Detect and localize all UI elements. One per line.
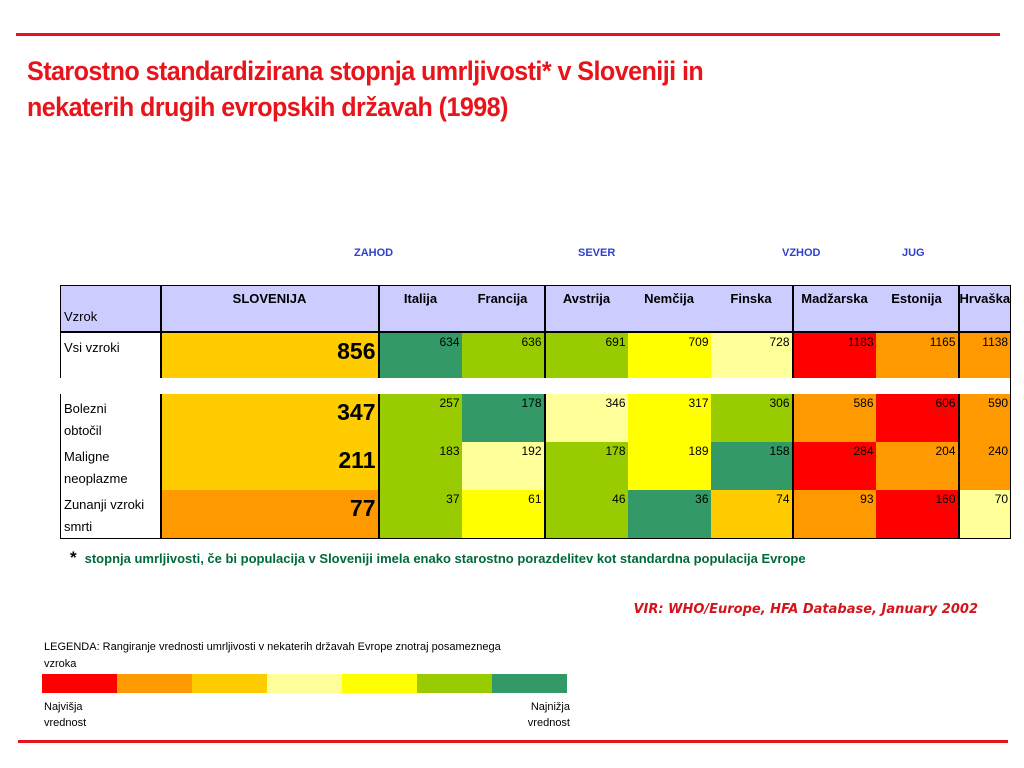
value-cell-estonija: 160 — [875, 489, 959, 539]
row-cause-line-1: Bolezni — [64, 400, 107, 416]
row-cause-line-2: neoplazme — [64, 470, 128, 486]
footnote: * stopnja umrljivosti, če bi populacija v… — [70, 548, 806, 568]
value-cell-nemčija: 709 — [627, 331, 711, 378]
value-cell-francija: 636 — [461, 331, 545, 378]
value-cell-madžarska: 1183 — [791, 331, 876, 378]
table-header-row: Vzrok SLOVENIJA Italija Francija Avstrija Nem… — [60, 285, 1012, 333]
top-divider — [16, 33, 1000, 36]
value-cell-slovenija: 77 — [159, 489, 379, 539]
row-cause: Zunanji vzroki smrti — [60, 489, 161, 539]
header-country-nemčija: Nemčija — [627, 285, 711, 333]
legend-swatch — [192, 674, 267, 693]
value-cell-estonija: 204 — [875, 441, 959, 490]
row-cause: Bolezni obtočil — [60, 393, 161, 442]
title-line-1: Starostno standardizirana stopnja umrlji… — [27, 56, 704, 86]
table-row: Zunanji vzroki smrti 77 37 61 46 36 74 93 160 70 — [60, 489, 1012, 539]
value-cell-italija: 183 — [377, 441, 462, 490]
legend-swatch — [117, 674, 192, 693]
value-cell-finska: 306 — [710, 393, 793, 442]
bottom-divider — [18, 740, 1008, 743]
value-cell-italija: 37 — [377, 489, 462, 539]
row-cause-line-2: smrti — [64, 518, 93, 534]
row-cause-line-1: Maligne — [64, 448, 110, 464]
header-country-finska: Finska — [710, 285, 793, 333]
title-line-2: nekaterih drugih evropskih državah (1998… — [27, 92, 508, 122]
value-cell-madžarska: 586 — [791, 393, 876, 442]
legend-highest-line-2: vrednost — [44, 717, 87, 729]
value-cell-hrvaška: 240 — [957, 441, 1012, 490]
header-country-italija: Italija — [377, 285, 462, 333]
page-title: Starostno standardizirana stopnja umrlji… — [27, 53, 901, 125]
header-country-estonija: Estonija — [875, 285, 959, 333]
legend-highest-line-1: Najvišja — [44, 701, 83, 713]
value-cell-madžarska: 93 — [791, 489, 876, 539]
legend-swatch — [417, 674, 492, 693]
value-cell-slovenija: 856 — [159, 331, 379, 378]
value-cell-hrvaška: 1138 — [957, 331, 1012, 378]
value-cell-estonija: 1165 — [875, 331, 959, 378]
table-row: Vsi vzroki 856 634 636 691 709 728 1183 1165 1138 — [60, 331, 1012, 378]
value-cell-hrvaška: 590 — [957, 393, 1012, 442]
value-cell-slovenija: 211 — [159, 441, 379, 490]
value-cell-nemčija: 317 — [627, 393, 711, 442]
value-cell-francija: 178 — [461, 393, 545, 442]
value-cell-italija: 634 — [377, 331, 462, 378]
value-cell-madžarska: 284 — [791, 441, 876, 490]
legend-highest-label: Najvišja vrednost — [44, 699, 86, 731]
legend-swatch — [342, 674, 417, 693]
header-country-avstrija: Avstrija — [543, 285, 628, 333]
header-country-hrvaška: Hrvaška — [957, 285, 1012, 333]
row-cause-line-2: obtočil — [64, 422, 102, 438]
region-label-west: ZAHOD — [354, 247, 394, 259]
region-label-north: SEVER — [578, 247, 616, 259]
legend-title: LEGENDA: Rangiranje vrednosti umrljivost… — [44, 641, 501, 670]
legend-lowest-line-2: vrednost — [527, 717, 570, 729]
value-cell-francija: 61 — [461, 489, 545, 539]
footnote-text: stopnja umrljivosti, če bi populacija v … — [84, 551, 806, 566]
value-cell-italija: 257 — [377, 393, 462, 442]
legend-swatch — [267, 674, 342, 693]
source-citation: VIR: WHO/Europe, HFA Database, January 2… — [633, 602, 978, 617]
value-cell-avstrija: 46 — [543, 489, 628, 539]
row-cause-line-1: Vsi vzroki — [64, 339, 120, 355]
row-cause-line-1: Zunanji vzroki — [64, 496, 145, 512]
legend-lowest-line-1: Najnižja — [530, 701, 570, 713]
header-country-slovenija: SLOVENIJA — [159, 285, 379, 333]
legend-lowest-label: Najnižja vrednost — [494, 699, 570, 731]
value-cell-finska: 74 — [710, 489, 793, 539]
value-cell-finska: 728 — [710, 331, 793, 378]
legend-color-scale — [42, 674, 567, 693]
value-cell-avstrija: 346 — [543, 393, 628, 442]
table-row: Bolezni obtočil 347 257 178 346 317 306 586 606 59… — [60, 393, 1012, 442]
value-cell-avstrija: 178 — [543, 441, 628, 490]
legend-swatch — [492, 674, 567, 693]
value-cell-finska: 158 — [710, 441, 793, 490]
value-cell-hrvaška: 70 — [957, 489, 1012, 539]
mortality-table: Vzrok SLOVENIJA Italija Francija Avstrija Nem… — [60, 285, 1012, 539]
value-cell-nemčija: 36 — [627, 489, 711, 539]
value-cell-slovenija: 347 — [159, 393, 379, 442]
value-cell-francija: 192 — [461, 441, 545, 490]
region-label-east: VZHOD — [782, 247, 821, 259]
header-cause-label: Vzrok — [60, 285, 161, 333]
row-cause: Maligne neoplazme — [60, 441, 161, 490]
header-country-francija: Francija — [461, 285, 545, 333]
value-cell-nemčija: 189 — [627, 441, 711, 490]
footnote-asterisk: * — [70, 548, 77, 567]
region-label-south: JUG — [902, 247, 925, 259]
value-cell-avstrija: 691 — [543, 331, 628, 378]
table-row: Maligne neoplazme 211 183 192 178 189 158 284 204… — [60, 441, 1012, 490]
header-country-madžarska: Madžarska — [791, 285, 876, 333]
row-cause: Vsi vzroki — [60, 331, 161, 378]
gap-cell — [60, 377, 1012, 394]
legend-swatch — [42, 674, 117, 693]
value-cell-estonija: 606 — [875, 393, 959, 442]
table-gap-row — [60, 377, 1012, 394]
